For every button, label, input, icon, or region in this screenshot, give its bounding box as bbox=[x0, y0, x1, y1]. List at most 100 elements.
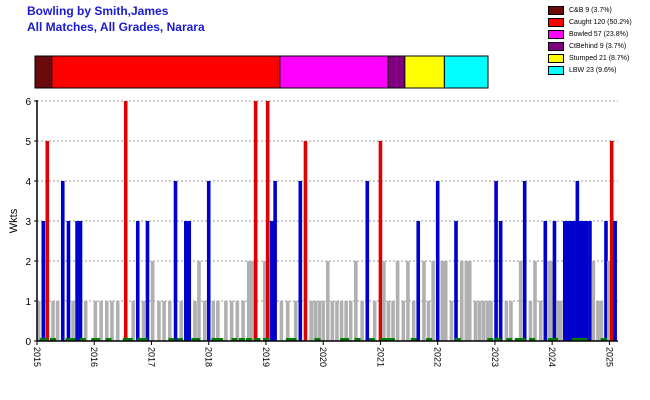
bar bbox=[538, 301, 543, 341]
bar bbox=[411, 301, 416, 341]
dismissal-segment bbox=[279, 55, 389, 89]
bar bbox=[467, 261, 472, 341]
bar bbox=[547, 261, 552, 341]
bar bbox=[562, 221, 567, 341]
green-marker bbox=[380, 338, 387, 341]
bar bbox=[588, 221, 592, 341]
legend-swatch-caught bbox=[548, 18, 564, 27]
green-marker bbox=[552, 338, 559, 341]
legend-item-lbw: LBW 23 (9.6%) bbox=[548, 65, 632, 76]
x-tick-label: 2022 bbox=[433, 347, 443, 367]
bar bbox=[416, 221, 421, 341]
x-tick-label: 2023 bbox=[490, 347, 500, 367]
x-tick-label: 2025 bbox=[604, 347, 614, 367]
green-marker bbox=[368, 338, 375, 341]
bar bbox=[440, 261, 445, 341]
bar bbox=[431, 261, 435, 341]
green-marker bbox=[69, 338, 76, 341]
bar bbox=[581, 221, 586, 341]
green-marker bbox=[126, 338, 133, 341]
legend-item-caught: Caught 120 (50.2%) bbox=[548, 17, 632, 28]
bar bbox=[250, 261, 255, 341]
bar bbox=[348, 301, 353, 341]
bar bbox=[197, 261, 201, 341]
bar bbox=[339, 301, 344, 341]
green-marker bbox=[519, 338, 526, 341]
green-marker bbox=[238, 338, 245, 341]
bar bbox=[253, 101, 258, 341]
bar bbox=[145, 221, 150, 341]
bar bbox=[83, 301, 88, 341]
bar bbox=[224, 301, 228, 341]
green-marker bbox=[285, 338, 292, 341]
legend-swatch-lbw bbox=[548, 66, 564, 75]
bar bbox=[382, 261, 386, 341]
bar bbox=[216, 301, 220, 341]
bar bbox=[596, 301, 600, 341]
green-marker bbox=[231, 338, 238, 341]
legend-item-ctbehind: CtBehind 9 (3.7%) bbox=[548, 41, 632, 52]
bar bbox=[131, 301, 135, 341]
bar bbox=[317, 301, 321, 341]
bar bbox=[279, 301, 284, 341]
green-marker bbox=[343, 338, 350, 341]
bar bbox=[141, 301, 146, 341]
green-marker bbox=[65, 338, 72, 341]
bar bbox=[386, 301, 391, 341]
green-marker bbox=[290, 338, 297, 341]
green-marker bbox=[388, 338, 395, 341]
green-marker bbox=[94, 338, 101, 341]
chart-title: Bowling by Smith,James bbox=[27, 4, 169, 18]
bar bbox=[263, 261, 267, 341]
green-marker bbox=[600, 338, 607, 341]
bar bbox=[235, 301, 240, 341]
bar bbox=[454, 221, 458, 341]
bar bbox=[150, 261, 155, 341]
x-tick-labels: 2015 2016 2017 2018 2019 2020 2021 2022 2023 2024… bbox=[32, 341, 614, 367]
bar bbox=[162, 301, 166, 341]
bar bbox=[609, 141, 614, 341]
bar bbox=[572, 221, 576, 341]
bar bbox=[552, 221, 557, 341]
bar bbox=[591, 261, 596, 341]
green-marker bbox=[42, 338, 49, 341]
bar bbox=[522, 181, 527, 341]
y-tick-label: 1 bbox=[25, 297, 31, 308]
bar bbox=[566, 221, 570, 341]
bar bbox=[607, 261, 611, 341]
y-tick-label: 2 bbox=[25, 257, 31, 268]
green-marker bbox=[514, 338, 521, 341]
green-marker bbox=[454, 338, 461, 341]
bar bbox=[378, 141, 383, 341]
green-marker bbox=[50, 338, 57, 341]
bar bbox=[575, 181, 580, 341]
bar bbox=[443, 261, 448, 341]
bar bbox=[543, 221, 548, 341]
bar bbox=[36, 301, 41, 341]
bar bbox=[578, 221, 583, 341]
legend-swatch-c-and-b bbox=[548, 6, 564, 15]
dismissal-segment bbox=[51, 55, 281, 89]
x-tick-label: 2015 bbox=[32, 347, 42, 367]
bar bbox=[485, 301, 490, 341]
bar bbox=[105, 301, 109, 341]
legend-label-caught: Caught 120 (50.2%) bbox=[569, 19, 632, 26]
bar bbox=[123, 101, 128, 341]
y-axis-label: Wkts bbox=[8, 208, 20, 233]
legend-label-lbw: LBW 23 (9.6%) bbox=[569, 67, 617, 74]
bar bbox=[55, 301, 60, 341]
bar bbox=[325, 261, 330, 341]
y-tick-label: 5 bbox=[25, 137, 31, 148]
bar bbox=[60, 181, 65, 341]
bar bbox=[613, 221, 617, 341]
bar bbox=[422, 261, 426, 341]
bar bbox=[569, 221, 573, 341]
bar bbox=[344, 301, 348, 341]
bar bbox=[449, 301, 454, 341]
green-marker bbox=[217, 338, 224, 341]
bar bbox=[509, 301, 513, 341]
bar bbox=[173, 181, 178, 341]
legend-label-bowled: Bowled 57 (23.8%) bbox=[569, 31, 629, 38]
green-marker bbox=[168, 338, 175, 341]
